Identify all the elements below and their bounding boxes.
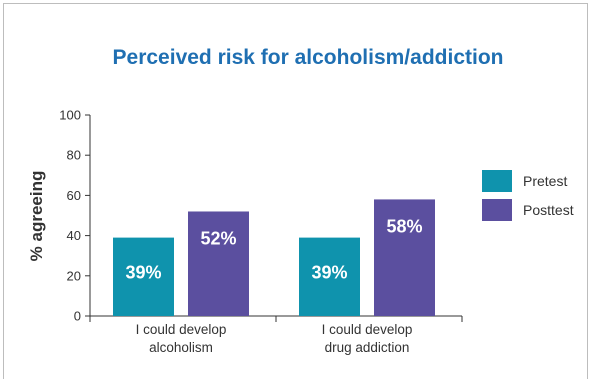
legend-swatch-pretest: [482, 170, 512, 192]
y-tick-label: 40: [67, 228, 81, 243]
chart-frame: [3, 3, 588, 379]
chart-title: Perceived risk for alcoholism/addiction: [113, 46, 504, 69]
bar-pretest-1: [113, 237, 174, 316]
legend-swatch-posttest: [482, 199, 512, 221]
bar-posttest-2: [374, 199, 435, 316]
bars: 39% 52% I could develop alcoholism 39% 58% I c…: [113, 199, 435, 355]
y-tick-label: 60: [67, 188, 81, 203]
x-category-label: alcoholism: [149, 340, 213, 355]
x-category-label: drug addiction: [325, 340, 410, 355]
y-tick-label: 0: [74, 309, 81, 324]
data-label: 52%: [200, 228, 236, 248]
y-tick-label: 80: [67, 148, 81, 163]
x-category-label: I could develop: [322, 322, 413, 337]
x-category-label: I could develop: [136, 322, 227, 337]
y-tick-label: 100: [59, 108, 81, 123]
y-axis-label: % agreeing: [27, 171, 46, 262]
data-label: 39%: [311, 263, 347, 283]
legend-label-pretest: Pretest: [523, 173, 567, 189]
bar-posttest-1: [188, 211, 249, 316]
data-label: 58%: [386, 216, 422, 236]
legend: Pretest Posttest: [482, 170, 574, 221]
legend-label-posttest: Posttest: [523, 202, 574, 218]
y-tick-label: 20: [67, 268, 81, 283]
bar-pretest-2: [299, 237, 360, 316]
data-label: 39%: [125, 263, 161, 283]
